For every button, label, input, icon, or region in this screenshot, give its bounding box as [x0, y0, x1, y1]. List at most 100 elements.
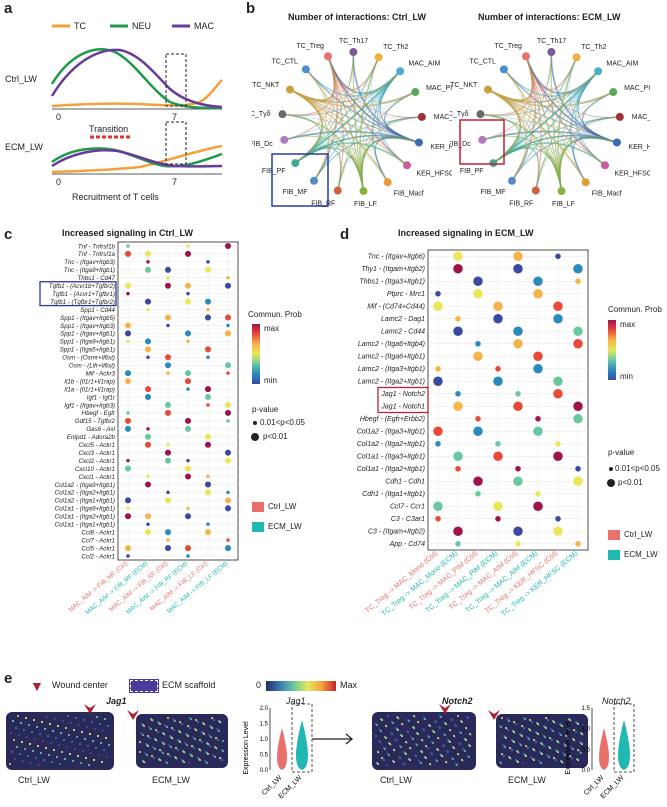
row-label: Spp1 - (Itgav+Itgb5) — [60, 315, 115, 322]
dot — [164, 354, 172, 361]
row-label: Il1b - (Il1r1+Il1rap) — [64, 378, 115, 385]
row-label: Ptprc - Mrc1 — [387, 291, 425, 298]
transition-label: Transition — [89, 124, 129, 134]
dot — [184, 425, 192, 432]
dot — [124, 370, 132, 377]
chord-node-label: TC_Tγδ — [252, 111, 271, 118]
dot — [124, 513, 132, 520]
chord-node-label: TC_NKT — [450, 82, 478, 89]
chord-node-label: KER_HFP — [430, 144, 452, 151]
dot — [226, 538, 230, 542]
dot — [164, 362, 172, 369]
violin-ylabel: Expression Level — [243, 721, 250, 775]
chord-node — [476, 110, 485, 119]
chord-node — [414, 138, 423, 147]
row-label: Thy1 - (Itgam+Itgb2) — [361, 266, 425, 273]
dot — [206, 260, 210, 264]
dot — [573, 401, 583, 411]
dot — [144, 394, 152, 401]
dot — [475, 416, 481, 422]
dot — [166, 276, 170, 280]
dot — [493, 501, 503, 511]
dot — [513, 326, 523, 336]
dot — [533, 351, 543, 361]
dot — [515, 391, 521, 397]
dot — [495, 441, 501, 447]
dot — [184, 465, 192, 472]
chord-node-label: FIB_PF — [262, 168, 286, 175]
row-label: Cdh1 - Cdh1 — [385, 479, 425, 486]
dot — [473, 426, 483, 436]
violin-ecm — [296, 720, 308, 770]
dot — [184, 282, 192, 289]
dot — [573, 414, 583, 424]
dot — [184, 298, 192, 305]
dot — [513, 526, 523, 536]
dot — [433, 426, 443, 436]
dot — [124, 378, 132, 385]
chord-node — [278, 110, 287, 119]
panel-a-label: a — [4, 0, 13, 17]
legend-neu: NEU — [132, 21, 152, 31]
c-legend-dot-big — [251, 433, 259, 441]
dot — [575, 541, 581, 547]
violin-tick: 1.5 — [582, 706, 591, 712]
chord-node-label: FIB_LF — [552, 201, 575, 208]
panel-a-curves — [50, 24, 223, 175]
dot — [513, 339, 523, 349]
chord-node-label: FIB_LF — [354, 201, 377, 208]
dot — [553, 376, 563, 386]
dot — [535, 416, 541, 422]
chord-node — [291, 159, 300, 168]
dot — [433, 301, 443, 311]
chord-node-label: TC_Th17 — [537, 38, 566, 45]
dot — [495, 366, 501, 372]
e-ecm-2: ECM_LW — [508, 775, 546, 785]
dot — [184, 545, 192, 552]
row-label: Ccl8 - Ackr1 — [82, 529, 115, 536]
chord-node-label: TC_Th2 — [383, 44, 408, 51]
c-legend-ecm: ECM_LW — [268, 522, 302, 531]
chord-node — [489, 159, 498, 168]
violin-tick: 1.0 — [260, 737, 269, 743]
wound-arrow-icon: ▼ — [30, 678, 44, 694]
chord-node-label: KER_HFSC — [416, 171, 452, 178]
row-label: Cxcl5 - Ackr1 — [78, 442, 115, 449]
axis-zero-1: 0 — [56, 112, 62, 122]
dot — [124, 250, 132, 257]
chord-edge — [374, 136, 420, 183]
row-label: Ccl7 - Ackr1 — [82, 537, 115, 544]
row-label: Spp1 - (Itga5+Itgb1) — [60, 347, 115, 354]
tissue-section — [372, 712, 476, 770]
dot — [553, 526, 563, 536]
row-label: Col1a1 - (Itga2+Itgb1) — [55, 514, 115, 521]
dot — [495, 516, 501, 522]
dot — [186, 339, 190, 344]
row-label: Igf1 - Igf1r — [87, 394, 116, 401]
chord-node — [612, 138, 621, 147]
dot — [184, 330, 192, 337]
dot — [433, 501, 443, 511]
row-label: Col1a2 - (Itga2+Itgb1) — [357, 441, 425, 448]
d-legend-min: min — [620, 372, 633, 381]
chord-edge — [294, 145, 330, 182]
chord-node-label: FIB_RF — [509, 200, 533, 207]
dot — [164, 266, 172, 273]
c-colorbar — [252, 324, 260, 384]
row-label: App - Cd74 — [389, 541, 426, 548]
dot — [184, 378, 192, 385]
axis-seven-2: 7 — [172, 177, 178, 187]
row-label: Cxcl3 - Ackr1 — [78, 450, 115, 457]
dot — [204, 266, 212, 273]
chord-node — [301, 65, 310, 74]
c-legend-p2: p<0.01 — [263, 432, 288, 441]
chord-edge — [289, 68, 327, 103]
dot — [493, 301, 503, 311]
dot — [473, 289, 483, 299]
row-label: Jag1 - Notch2 — [380, 391, 425, 398]
chord-node-label: TC_CTL — [470, 58, 497, 65]
row-label: Col1a1 - (Itga9+Itgb1) — [55, 506, 115, 513]
row-label: Osm - (Osmr+Il6st) — [62, 355, 115, 362]
row-label: Col1a2 - (Itga1+Itgb1) — [55, 498, 115, 505]
